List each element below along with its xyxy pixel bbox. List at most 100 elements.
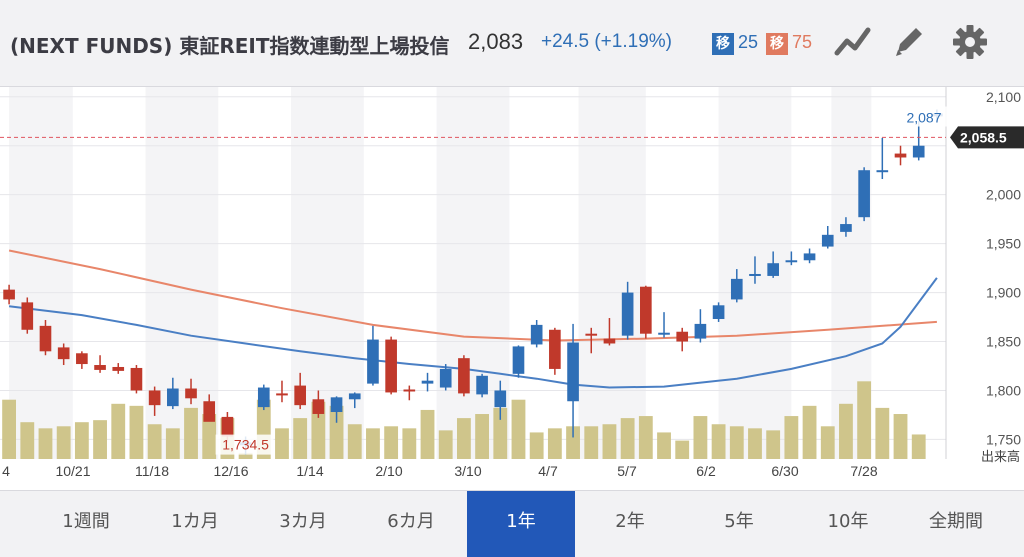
fund-title: (NEXT FUNDS) 東証REIT指数連動型上場投信 xyxy=(10,34,450,58)
volume-bar xyxy=(438,430,453,459)
volume-bar xyxy=(529,432,544,459)
gear-icon[interactable] xyxy=(950,22,990,62)
reference-price-tag xyxy=(950,126,1024,149)
candle-body xyxy=(167,388,179,407)
volume-axis-label: 出来高 xyxy=(981,449,1020,465)
volume-bar xyxy=(38,428,53,459)
current-price: 2,083 xyxy=(468,29,524,54)
y-tick-label: 2,100 xyxy=(986,89,1021,105)
volume-bar xyxy=(456,418,471,459)
candle-body xyxy=(530,324,543,345)
volume-bar xyxy=(238,452,253,459)
volume-bar xyxy=(839,403,853,459)
tab-4[interactable]: 1年 xyxy=(467,491,575,557)
candlestick-chart[interactable]: 1,750 1,800 1,850 1,900 1,950 2,000 2,100 2,058… xyxy=(0,87,1024,489)
volume-bar xyxy=(820,426,835,459)
candle-body xyxy=(21,302,34,330)
volume-bar xyxy=(129,405,144,459)
volume-bar xyxy=(111,403,126,459)
ma-long-badge[interactable]: 移 xyxy=(766,33,788,55)
candle-body xyxy=(803,253,816,261)
x-tick-label: 4 xyxy=(2,463,10,479)
tab-5[interactable]: 2年 xyxy=(615,511,645,532)
x-tick-label: 4/7 xyxy=(538,463,558,479)
candle-body xyxy=(894,153,907,158)
shade-band xyxy=(578,87,646,459)
volume-bar xyxy=(184,407,198,459)
volume-bar xyxy=(511,399,526,459)
candle-body xyxy=(749,273,761,276)
low-price-label: 1,734.5 xyxy=(222,437,269,453)
x-tick-label: 6/2 xyxy=(696,463,716,479)
chart-header: (NEXT FUNDS) 東証REIT指数連動型上場投信 2,083 +24.5… xyxy=(0,0,1024,87)
volume-bar xyxy=(566,426,580,459)
volume-bar xyxy=(20,422,35,459)
volume-bar xyxy=(638,416,653,459)
candle-body xyxy=(585,333,598,336)
volume-bar xyxy=(693,416,708,459)
shade-band xyxy=(9,87,73,459)
reference-price-label: 2,058.5 xyxy=(960,129,1007,145)
candle-body xyxy=(203,401,216,422)
ma75-line xyxy=(8,249,937,342)
candle-body xyxy=(294,385,306,406)
candle-body xyxy=(367,339,379,384)
y-tick-label: 2,000 xyxy=(986,187,1021,203)
volume-bar xyxy=(911,434,926,459)
volume-bar xyxy=(56,426,71,459)
x-tick-label: 3/10 xyxy=(454,463,481,479)
x-tick-label: 2/10 xyxy=(375,463,402,479)
candle-body xyxy=(512,346,525,374)
ma-short-badge[interactable]: 移 xyxy=(712,33,734,55)
volume-bar xyxy=(584,426,599,459)
tab-7[interactable]: 10年 xyxy=(827,511,869,532)
x-tick-label: 6/30 xyxy=(771,463,798,479)
candle-body xyxy=(730,278,743,300)
candle-body xyxy=(712,305,725,320)
volume-bar xyxy=(311,401,326,459)
x-tick-label: 12/16 xyxy=(213,463,248,479)
candle-body xyxy=(403,389,416,392)
volume-bar xyxy=(602,424,617,459)
candle-body xyxy=(549,329,561,369)
volume-bar xyxy=(748,428,762,459)
pencil-icon[interactable] xyxy=(890,22,930,62)
candle-body xyxy=(330,397,343,413)
x-tick-label: 1/14 xyxy=(296,463,323,479)
volume-bar xyxy=(402,428,417,459)
volume-bar xyxy=(2,399,17,459)
candle-body xyxy=(57,347,70,360)
candle-body xyxy=(276,393,288,396)
candle-body xyxy=(658,332,670,335)
volume-bar xyxy=(893,414,908,459)
candle-body xyxy=(640,286,652,334)
candle-body xyxy=(603,338,616,344)
volume-bar xyxy=(475,414,490,459)
candle-body xyxy=(76,353,88,365)
volume-bar xyxy=(165,428,180,459)
candle-body xyxy=(494,390,507,408)
candle-body xyxy=(221,416,234,437)
low-label-bg xyxy=(215,434,274,455)
y-tick-label: 1,950 xyxy=(986,236,1021,252)
volume-bar xyxy=(275,428,289,459)
tab-1[interactable]: 1カ月 xyxy=(171,511,219,532)
tab-8[interactable]: 全期間 xyxy=(929,511,983,532)
volume-bar xyxy=(729,426,744,459)
volume-bar xyxy=(420,409,435,459)
volume-bar xyxy=(329,405,344,459)
volume-bar xyxy=(493,407,508,459)
volume-bar xyxy=(202,414,217,459)
tab-6[interactable]: 5年 xyxy=(724,511,754,532)
volume-bar xyxy=(366,428,380,459)
candle-body xyxy=(421,380,434,384)
candle-body xyxy=(112,366,125,371)
volume-bar xyxy=(293,418,308,459)
tab-2[interactable]: 3カ月 xyxy=(279,511,327,532)
volume-bar xyxy=(657,432,671,459)
tab-0[interactable]: 1週間 xyxy=(62,511,110,532)
candle-body xyxy=(621,292,634,336)
candle-body xyxy=(476,375,488,395)
line-chart-icon[interactable] xyxy=(834,22,874,62)
tab-3[interactable]: 6カ月 xyxy=(387,511,435,532)
